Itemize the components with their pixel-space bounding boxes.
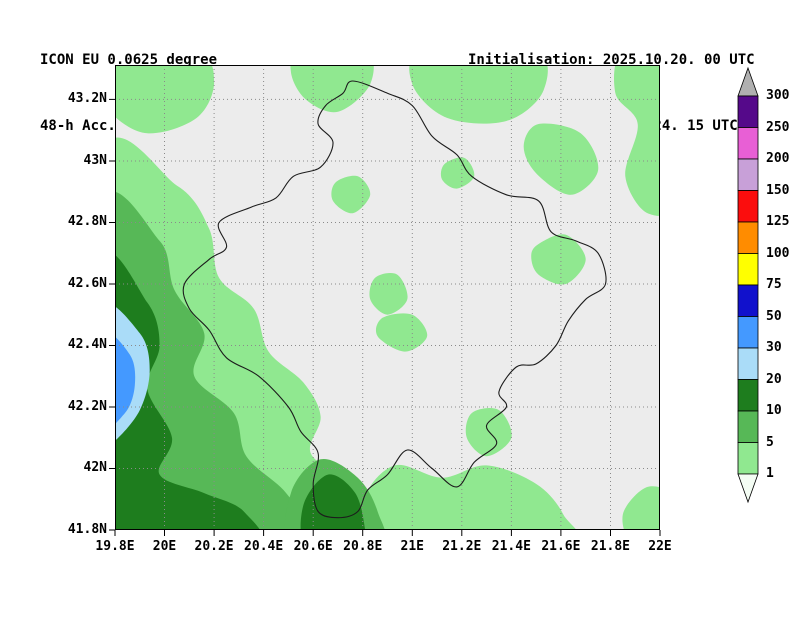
x-axis-tick-label: 21.4E [491, 539, 531, 554]
colorbar-band [737, 379, 759, 412]
colorbar-band [737, 442, 759, 475]
colorbar-band [737, 158, 759, 191]
colorbar-tick-label: 30 [766, 340, 782, 355]
colorbar-band [737, 127, 759, 160]
colorbar-tick-label: 125 [766, 214, 790, 229]
colorbar-band [737, 95, 759, 128]
colorbar-band [737, 410, 759, 443]
colorbar-underflow-triangle [737, 473, 759, 504]
colorbar-band [737, 347, 759, 380]
colorbar-tick-label: 50 [766, 308, 782, 324]
colorbar-tick-label: 150 [766, 182, 790, 198]
colorbar-band [737, 316, 759, 349]
precip-region-1-5mm [614, 65, 660, 216]
model-name: ICON EU 0.0625 degree [40, 52, 218, 68]
colorbar-band [737, 190, 759, 223]
precip-region-1-5mm [375, 313, 428, 352]
y-axis-tick-label: 42.4N [67, 337, 107, 353]
map-frame [115, 65, 660, 530]
precipitation-shading [115, 65, 660, 530]
x-axis-tick-label: 22E [648, 539, 672, 554]
y-axis-tick-label: 42N [83, 460, 107, 476]
precip-region-1-5mm [531, 234, 586, 285]
x-axis-tick-label: 21.8E [590, 539, 631, 554]
precip-region-1-5mm [523, 123, 599, 195]
y-axis-tick-label: 43N [83, 152, 107, 168]
precip-region-30-50mm [115, 336, 136, 425]
colorbar-tick-label: 200 [766, 151, 790, 166]
y-axis-tick-label: 42.6N [67, 275, 107, 291]
colorbar-tick-label: 100 [766, 245, 790, 261]
x-axis-tick-label: 19.8E [95, 539, 135, 554]
x-axis-tick-label: 21E [400, 539, 424, 554]
colorbar-tick-label: 250 [766, 119, 790, 135]
y-axis-tick-label: 42.8N [67, 214, 107, 230]
precip-region-1-5mm [290, 65, 374, 113]
precip-region-1-5mm [440, 157, 475, 189]
x-axis-tick-label: 20.6E [293, 539, 333, 554]
y-axis-tick-label: 42.2N [67, 398, 107, 414]
precip-region-1-5mm [331, 175, 371, 214]
axis-tick-marks [109, 98, 661, 536]
colorbar [737, 66, 759, 504]
precip-region-10-20mm [115, 255, 261, 530]
colorbar-tick-label: 1 [766, 466, 774, 481]
colorbar-band [737, 221, 759, 254]
grid-lines [115, 65, 660, 530]
colorbar-tick-label: 300 [766, 88, 790, 103]
x-axis-tick-label: 20.8E [343, 539, 383, 554]
country-boundary [182, 80, 607, 519]
y-axis-tick-label: 41.8N [67, 522, 107, 537]
precip-region-1-5mm [622, 486, 660, 530]
colorbar-tick-label: 20 [766, 371, 782, 387]
x-axis-tick-label: 20.4E [244, 539, 284, 554]
colorbar-overflow-triangle [737, 66, 759, 97]
x-axis-tick-label: 21.6E [541, 539, 581, 554]
colorbar-tick-label: 75 [766, 277, 782, 292]
colorbar-band [737, 284, 759, 317]
y-axis-tick-label: 43.2N [67, 91, 107, 107]
colorbar-tick-label: 5 [766, 434, 774, 450]
initialisation-time: Initialisation: 2025.10.20. 00 UTC [468, 52, 755, 68]
colorbar-band [737, 253, 759, 286]
precip-region-1-5mm [359, 464, 577, 530]
precip-region-1-5mm [409, 65, 548, 124]
precip-region-1-5mm [115, 65, 215, 134]
x-axis-tick-label: 20E [152, 539, 177, 554]
colorbar-tick-label: 10 [766, 403, 782, 418]
x-axis-tick-label: 20.2E [194, 539, 234, 554]
precip-region-1-5mm [369, 273, 408, 315]
x-axis-tick-label: 21.2E [442, 539, 482, 554]
map-plot [109, 65, 661, 536]
